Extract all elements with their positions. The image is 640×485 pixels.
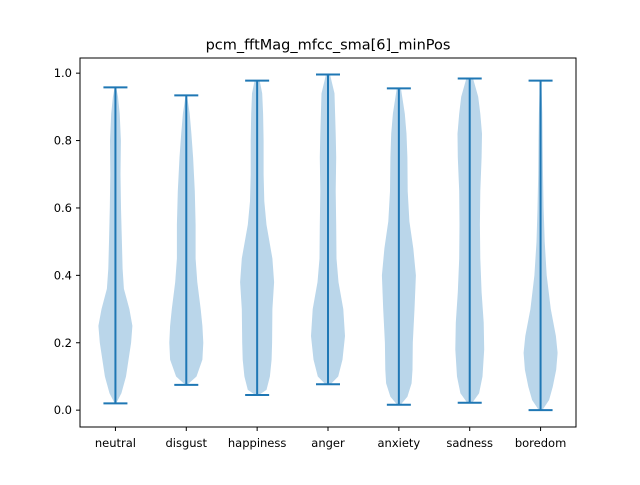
chart-title: pcm_fftMag_mfcc_sma[6]_minPos (206, 38, 451, 54)
y-tick-label: 0.8 (54, 134, 72, 148)
x-tick-label-anxiety: anxiety (377, 436, 420, 450)
y-tick-label: 0.6 (54, 201, 72, 215)
y-tick-label: 1.0 (54, 66, 72, 80)
y-tick-label: 0.0 (54, 403, 72, 417)
x-tick-label-anger: anger (311, 436, 345, 450)
plot-frame (79, 57, 577, 428)
x-axis: neutral disgust happiness anger anxiety sadne… (95, 427, 566, 450)
y-axis: 0.0 0.2 0.4 0.6 0.8 1.0 (54, 66, 80, 417)
x-tick-label-boredom: boredom (515, 436, 566, 450)
x-tick-label-disgust: disgust (165, 436, 207, 450)
y-tick-label: 0.4 (54, 268, 72, 282)
y-tick-label: 0.2 (54, 336, 72, 350)
violins-layer (98, 73, 558, 412)
x-tick-label-happiness: happiness (228, 436, 286, 450)
x-tick-label-neutral: neutral (95, 436, 136, 450)
x-tick-label-sadness: sadness (446, 436, 493, 450)
